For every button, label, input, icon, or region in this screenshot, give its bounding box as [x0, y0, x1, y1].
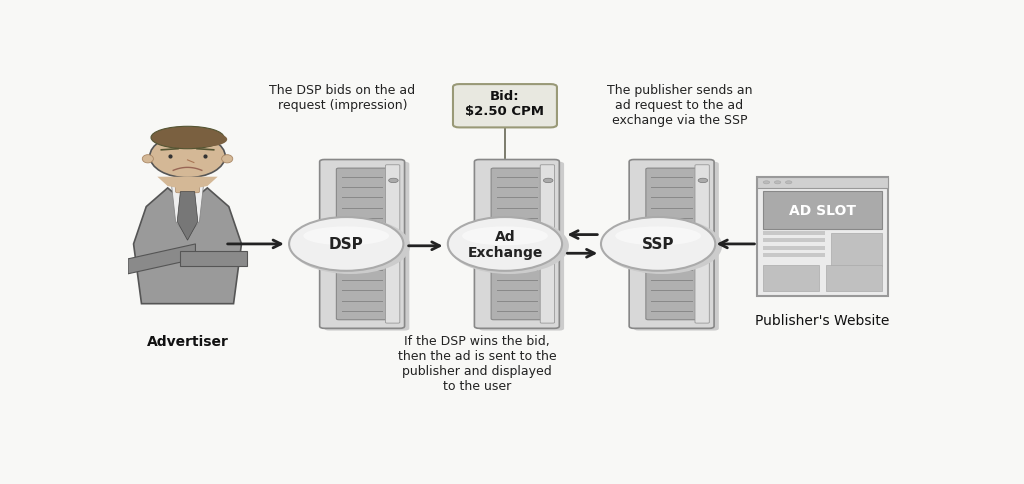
Circle shape: [389, 179, 398, 183]
FancyBboxPatch shape: [757, 177, 888, 297]
FancyBboxPatch shape: [385, 166, 399, 323]
FancyBboxPatch shape: [474, 160, 559, 329]
FancyBboxPatch shape: [176, 176, 200, 194]
FancyBboxPatch shape: [763, 246, 824, 250]
Text: The publisher sends an
ad request to the ad
exchange via the SSP: The publisher sends an ad request to the…: [607, 84, 753, 127]
FancyBboxPatch shape: [763, 239, 824, 242]
FancyBboxPatch shape: [319, 160, 404, 329]
Circle shape: [763, 182, 770, 184]
Text: Bid:
$2.50 CPM: Bid: $2.50 CPM: [466, 90, 545, 118]
FancyBboxPatch shape: [825, 266, 882, 291]
Ellipse shape: [303, 227, 389, 246]
FancyBboxPatch shape: [453, 85, 557, 128]
Ellipse shape: [150, 136, 225, 178]
FancyBboxPatch shape: [763, 231, 824, 235]
Text: DSP: DSP: [329, 237, 364, 252]
Polygon shape: [179, 252, 247, 267]
FancyBboxPatch shape: [634, 163, 719, 331]
Ellipse shape: [221, 155, 232, 164]
Polygon shape: [172, 187, 204, 237]
FancyBboxPatch shape: [541, 166, 555, 323]
Circle shape: [774, 182, 780, 184]
FancyBboxPatch shape: [695, 166, 710, 323]
Ellipse shape: [179, 133, 227, 148]
Text: If the DSP wins the bid,
then the ad is sent to the
publisher and displayed
to t: If the DSP wins the bid, then the ad is …: [398, 334, 556, 392]
FancyBboxPatch shape: [763, 266, 819, 291]
Ellipse shape: [462, 227, 548, 246]
Ellipse shape: [142, 155, 154, 164]
Text: Ad
Exchange: Ad Exchange: [467, 229, 543, 259]
Polygon shape: [158, 177, 218, 190]
FancyBboxPatch shape: [325, 163, 410, 331]
Ellipse shape: [601, 218, 715, 271]
Ellipse shape: [602, 218, 722, 274]
Polygon shape: [177, 192, 198, 241]
Ellipse shape: [449, 218, 569, 274]
Circle shape: [785, 182, 792, 184]
Text: The DSP bids on the ad
request (impression): The DSP bids on the ad request (impressi…: [269, 84, 416, 112]
FancyBboxPatch shape: [629, 160, 714, 329]
Ellipse shape: [615, 227, 701, 246]
FancyBboxPatch shape: [763, 192, 882, 230]
Polygon shape: [128, 244, 196, 274]
Text: SSP: SSP: [642, 237, 675, 252]
Circle shape: [544, 179, 553, 183]
Ellipse shape: [447, 218, 562, 271]
FancyBboxPatch shape: [492, 169, 543, 320]
FancyBboxPatch shape: [336, 169, 388, 320]
Circle shape: [698, 179, 708, 183]
Text: AD SLOT: AD SLOT: [788, 204, 856, 218]
FancyBboxPatch shape: [646, 169, 697, 320]
FancyBboxPatch shape: [479, 163, 564, 331]
FancyBboxPatch shape: [763, 254, 824, 257]
Text: Publisher's Website: Publisher's Website: [756, 313, 890, 327]
Ellipse shape: [289, 218, 403, 271]
Text: Advertiser: Advertiser: [146, 334, 228, 348]
Ellipse shape: [151, 127, 224, 150]
FancyBboxPatch shape: [757, 177, 888, 189]
Polygon shape: [133, 189, 242, 304]
Ellipse shape: [290, 218, 411, 274]
FancyBboxPatch shape: [831, 234, 882, 266]
